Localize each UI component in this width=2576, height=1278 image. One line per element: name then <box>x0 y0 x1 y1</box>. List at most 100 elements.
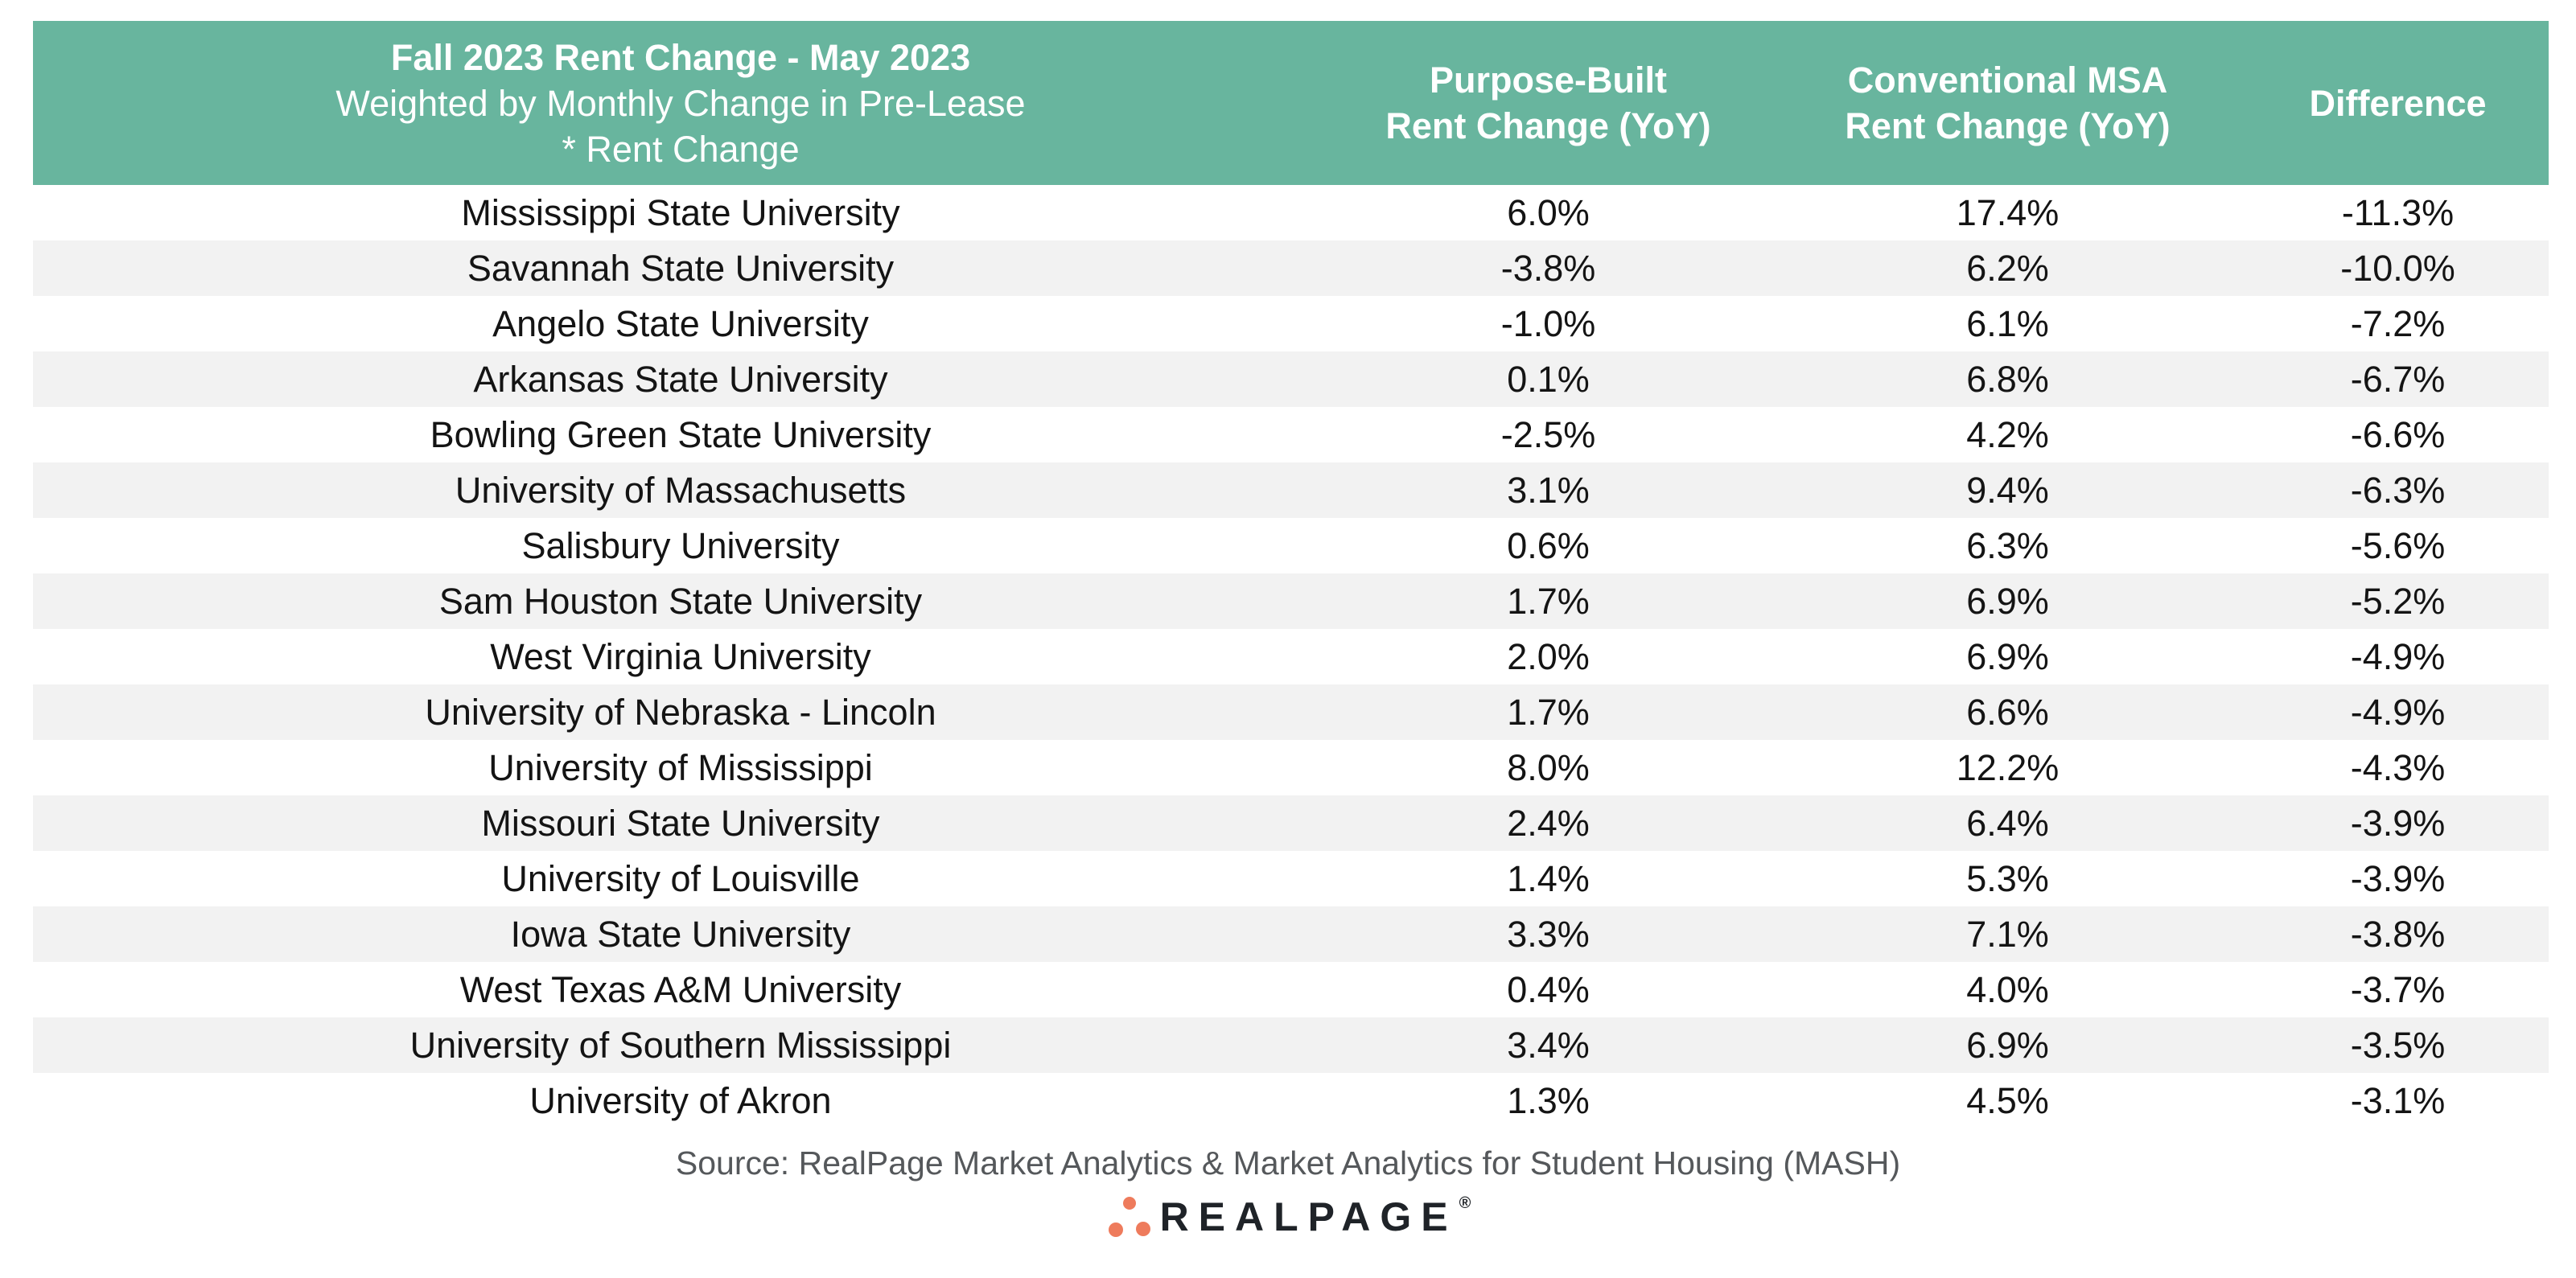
table-row: Sam Houston State University 1.7% 6.9% -5.2… <box>33 573 2549 629</box>
value-cell: -4.3% <box>2350 747 2446 788</box>
value-cell: 1.4% <box>1507 858 1590 899</box>
university-cell: University of Mississippi <box>488 747 873 788</box>
column-header-line: Conventional MSA <box>1847 60 2168 101</box>
value-cell: -2.5% <box>1500 414 1596 455</box>
value-cell: -3.9% <box>2350 803 2446 844</box>
table-body: Mississippi State University 6.0% 17.4% -11… <box>33 185 2549 1128</box>
table-title-line-2: Weighted by Monthly Change in Pre-Lease <box>335 82 1026 124</box>
university-cell: Angelo State University <box>492 303 869 344</box>
table-row: Arkansas State University 0.1% 6.8% -6.7% <box>33 351 2549 407</box>
university-cell: Arkansas State University <box>473 359 888 400</box>
value-cell: 6.0% <box>1507 192 1590 233</box>
university-cell: University of Louisville <box>501 858 860 899</box>
value-cell: -3.7% <box>2350 969 2446 1010</box>
value-cell: 4.0% <box>1966 969 2049 1010</box>
table-row: University of Nebraska - Lincoln 1.7% 6.6%… <box>33 684 2549 740</box>
value-cell: 3.3% <box>1507 914 1590 955</box>
value-cell: 2.0% <box>1507 636 1590 677</box>
value-cell: 17.4% <box>1956 192 2060 233</box>
value-cell: 3.1% <box>1507 470 1590 511</box>
university-cell: University of Nebraska - Lincoln <box>425 692 936 733</box>
value-cell: -3.5% <box>2350 1025 2446 1066</box>
table-row: University of Louisville 1.4% 5.3% -3.9% <box>33 851 2549 906</box>
value-cell: -3.9% <box>2350 858 2446 899</box>
university-cell: Savannah State University <box>467 248 895 289</box>
table-row: West Virginia University 2.0% 6.9% -4.9% <box>33 629 2549 684</box>
value-cell: -5.6% <box>2350 525 2446 566</box>
value-cell: 8.0% <box>1507 747 1590 788</box>
value-cell: 6.9% <box>1966 581 2049 622</box>
table-row: University of Massachusetts 3.1% 9.4% -6.3% <box>33 462 2549 518</box>
registered-trademark: ® <box>1459 1194 1471 1212</box>
rent-change-table: Fall 2023 Rent Change - May 2023 Weighte… <box>33 21 2549 1128</box>
university-cell: University of Akron <box>529 1080 832 1121</box>
value-cell: 6.6% <box>1966 692 2049 733</box>
value-cell: 7.1% <box>1966 914 2049 955</box>
value-cell: -6.6% <box>2350 414 2446 455</box>
table-title-line-1: Fall 2023 Rent Change - May 2023 <box>390 36 971 78</box>
value-cell: 6.1% <box>1966 303 2049 344</box>
value-cell: 9.4% <box>1966 470 2049 511</box>
value-cell: 5.3% <box>1966 858 2049 899</box>
table-row: University of Southern Mississippi 3.4% 6.… <box>33 1017 2549 1073</box>
university-cell: West Texas A&M University <box>459 969 902 1010</box>
column-header-difference: Difference <box>2247 21 2549 185</box>
value-cell: -3.8% <box>1500 248 1596 289</box>
table-row: Mississippi State University 6.0% 17.4% -11… <box>33 185 2549 240</box>
column-header-line: Rent Change (YoY) <box>1385 105 1711 146</box>
value-cell: -6.3% <box>2350 470 2446 511</box>
value-cell: -3.1% <box>2350 1080 2446 1121</box>
realpage-dots-icon <box>1108 1197 1150 1237</box>
value-cell: 4.2% <box>1966 414 2049 455</box>
column-header-line: Difference <box>2309 82 2487 124</box>
table-row: Angelo State University -1.0% 6.1% -7.2% <box>33 296 2549 351</box>
university-cell: West Virginia University <box>490 636 871 677</box>
value-cell: 0.4% <box>1507 969 1590 1010</box>
value-cell: -4.9% <box>2350 636 2446 677</box>
source-note: Source: RealPage Market Analytics & Mark… <box>675 1144 1901 1181</box>
university-cell: Iowa State University <box>510 914 851 955</box>
value-cell: -6.7% <box>2350 359 2446 400</box>
column-header-conventional-msa: Conventional MSA Rent Change (YoY) <box>1768 21 2247 185</box>
value-cell: 6.8% <box>1966 359 2049 400</box>
value-cell: -3.8% <box>2350 914 2446 955</box>
table-row: University of Akron 1.3% 4.5% -3.1% <box>33 1073 2549 1128</box>
value-cell: 4.5% <box>1966 1080 2049 1121</box>
value-cell: 6.2% <box>1966 248 2049 289</box>
value-cell: 6.3% <box>1966 525 2049 566</box>
value-cell: -11.3% <box>2341 192 2455 233</box>
table-row: University of Mississippi 8.0% 12.2% -4.3% <box>33 740 2549 795</box>
column-header-line: Rent Change (YoY) <box>1845 105 2171 146</box>
column-header-purpose-built: Purpose-Built Rent Change (YoY) <box>1328 21 1768 185</box>
value-cell: 0.6% <box>1507 525 1590 566</box>
value-cell: 3.4% <box>1507 1025 1590 1066</box>
realpage-logo-text: REALPAGE <box>1159 1194 1458 1239</box>
value-cell: -5.2% <box>2350 581 2446 622</box>
university-cell: University of Southern Mississippi <box>409 1025 952 1066</box>
table-title-cell: Fall 2023 Rent Change - May 2023 Weighte… <box>33 21 1328 185</box>
value-cell: -4.9% <box>2350 692 2446 733</box>
table-row: Bowling Green State University -2.5% 4.2% -… <box>33 407 2549 462</box>
university-cell: Mississippi State University <box>461 192 900 233</box>
realpage-logo: REALPAGE ® <box>0 1194 2576 1239</box>
value-cell: -7.2% <box>2350 303 2446 344</box>
value-cell: 1.7% <box>1507 581 1590 622</box>
value-cell: 6.4% <box>1966 803 2049 844</box>
university-cell: Sam Houston State University <box>438 581 923 622</box>
value-cell: 6.9% <box>1966 1025 2049 1066</box>
value-cell: 6.9% <box>1966 636 2049 677</box>
value-cell: 0.1% <box>1507 359 1590 400</box>
value-cell: -10.0% <box>2340 248 2455 289</box>
table-row: Missouri State University 2.4% 6.4% -3.9% <box>33 795 2549 851</box>
table-header: Fall 2023 Rent Change - May 2023 Weighte… <box>33 21 2549 185</box>
table-row: Savannah State University -3.8% 6.2% -10.0% <box>33 240 2549 296</box>
value-cell: 2.4% <box>1507 803 1590 844</box>
value-cell: 1.7% <box>1507 692 1590 733</box>
column-header-line: Purpose-Built <box>1429 60 1667 101</box>
university-cell: Salisbury University <box>521 525 840 566</box>
university-cell: University of Massachusetts <box>455 470 907 511</box>
value-cell: -1.0% <box>1500 303 1596 344</box>
university-cell: Missouri State University <box>481 803 880 844</box>
value-cell: 1.3% <box>1507 1080 1590 1121</box>
